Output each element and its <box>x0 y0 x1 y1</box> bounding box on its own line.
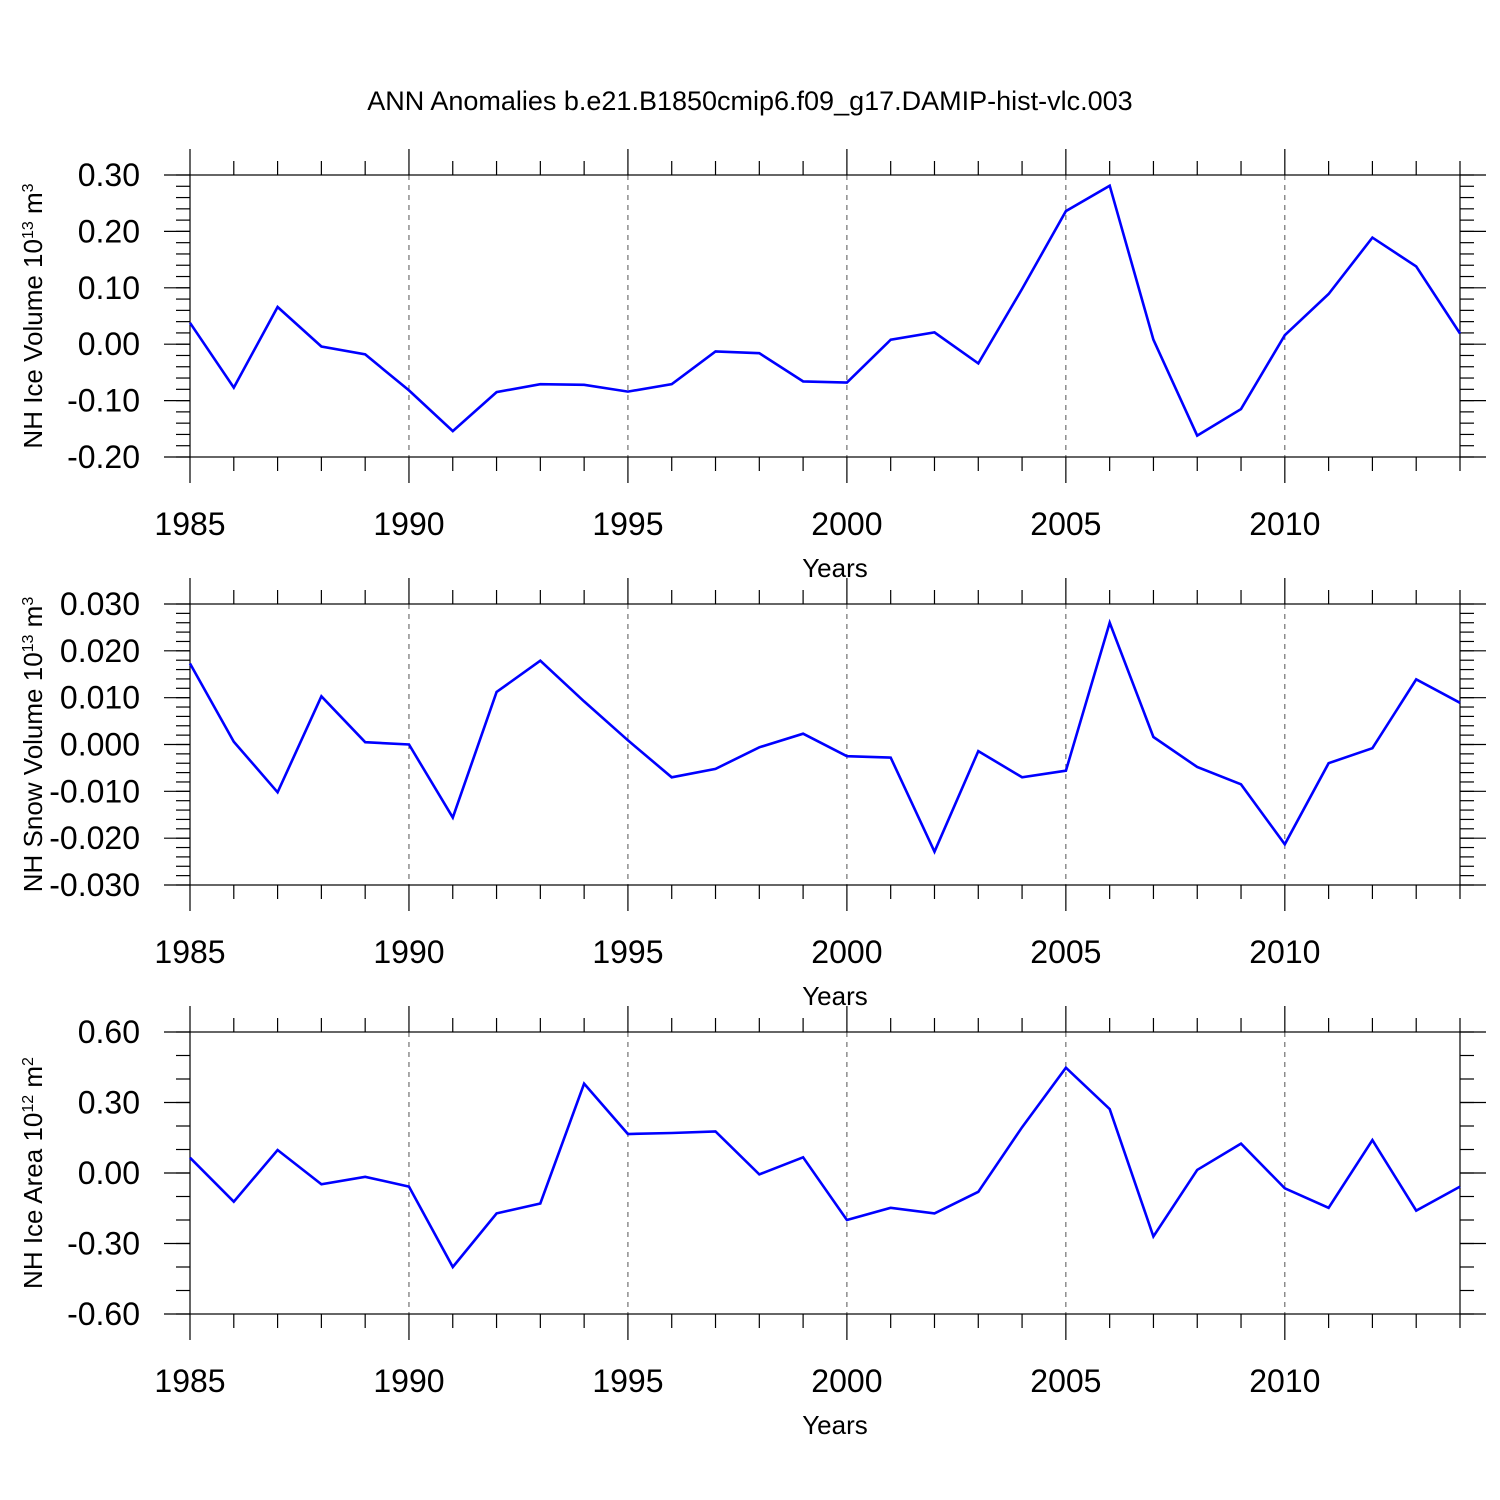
y-tick-label: 0.10 <box>78 270 140 306</box>
y-tick-label: 0.000 <box>60 727 140 763</box>
y-axis-label-part: NH Snow Volume 10 <box>18 652 48 892</box>
y-axis-label-part: m <box>18 1066 48 1095</box>
x-tick-label: 1995 <box>592 1363 663 1399</box>
series-line-ice-volume <box>188 183 1462 438</box>
x-tick-label: 2000 <box>811 506 882 542</box>
plot-frame <box>189 174 1461 458</box>
y-tick-label: 0.30 <box>78 157 140 193</box>
y-axis-label-superscript: 13 <box>20 221 37 239</box>
x-tick-label: 2000 <box>811 1363 882 1399</box>
x-axis-label: Years <box>802 553 868 583</box>
y-axis-label-superscript: 13 <box>20 634 37 652</box>
x-tick-label: 1990 <box>373 1363 444 1399</box>
panel-ice-area: -0.60 -0.30 0.00 0.30 0.60 1985 1990 1995 2000 20… <box>18 1006 1486 1440</box>
y-tick-label: -0.010 <box>49 773 140 809</box>
x-tick-label: 1995 <box>592 934 663 970</box>
y-tick-label: 0.00 <box>78 326 140 362</box>
y-tick-label: -0.10 <box>67 383 140 419</box>
x-tick-label: 2005 <box>1030 1363 1101 1399</box>
figure-title: ANN Anomalies b.e21.B1850cmip6.f09_g17.D… <box>367 86 1132 116</box>
y-axis-label-superscript: 3 <box>20 597 37 606</box>
y-tick-label: 0.020 <box>60 633 140 669</box>
y-tick-label: -0.60 <box>67 1296 140 1332</box>
y-axis-label: NH Snow Volume 1013 m3 <box>18 597 48 893</box>
series-line-ice-area <box>189 1065 1461 1270</box>
y-axis-label-part: m <box>18 606 48 635</box>
y-tick-label: 0.00 <box>78 1155 140 1191</box>
y-tick-label: -0.20 <box>67 439 140 475</box>
x-tick-label: 1990 <box>373 506 444 542</box>
x-tick-label: 2010 <box>1249 1363 1320 1399</box>
y-tick-label: -0.020 <box>49 820 140 856</box>
y-axis-label: NH Ice Volume 1013 m3 <box>18 183 48 448</box>
y-axis-label-superscript: 2 <box>20 1057 37 1066</box>
x-tick-label: 1995 <box>592 506 663 542</box>
x-axis-label: Years <box>802 981 868 1011</box>
y-tick-label: -0.030 <box>49 867 140 903</box>
panel-ice-volume: -0.20 -0.10 0.00 0.10 0.20 0.30 1985 1990 1995 20… <box>18 149 1486 583</box>
x-tick-label: 1985 <box>154 1363 225 1399</box>
panel-snow-volume: -0.030 -0.020 -0.010 0.000 0.010 0.020 0.030 19… <box>18 578 1486 1011</box>
y-axis-label-part: NH Ice Area 10 <box>18 1113 48 1289</box>
y-tick-label: 0.30 <box>78 1085 140 1121</box>
series-line-snow-volume <box>188 618 1461 855</box>
x-tick-label: 1985 <box>154 506 225 542</box>
y-tick-label: 0.010 <box>60 680 140 716</box>
x-tick-label: 2010 <box>1249 506 1320 542</box>
x-tick-label: 2010 <box>1249 934 1320 970</box>
x-tick-label: 1990 <box>373 934 444 970</box>
x-tick-label: 2005 <box>1030 506 1101 542</box>
y-axis-label-superscript: 3 <box>20 183 37 192</box>
y-axis-label-part: m <box>18 192 48 221</box>
y-tick-label: 0.20 <box>78 213 140 249</box>
y-tick-label: 0.030 <box>60 586 140 622</box>
x-tick-label: 2005 <box>1030 934 1101 970</box>
x-axis-label: Years <box>802 1410 868 1440</box>
y-axis-label-superscript: 12 <box>20 1095 37 1113</box>
x-tick-label: 1985 <box>154 934 225 970</box>
y-tick-label: 0.60 <box>78 1014 140 1050</box>
y-axis-label-part: NH Ice Volume 10 <box>18 239 48 449</box>
x-tick-label: 2000 <box>811 934 882 970</box>
y-tick-label: -0.30 <box>67 1226 140 1262</box>
y-axis-label: NH Ice Area 1012 m2 <box>18 1057 48 1289</box>
